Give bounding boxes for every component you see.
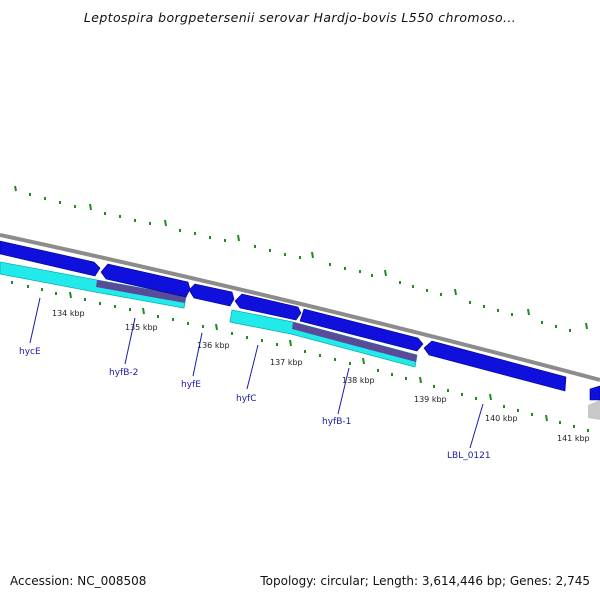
outer-tick-ring <box>14 185 588 332</box>
gene-arrow[interactable] <box>100 263 191 298</box>
gene-label-lbl-0121[interactable]: LBL_0121 <box>447 451 491 461</box>
leader-line <box>29 297 41 344</box>
gene-label-hyfc[interactable]: hyfC <box>236 394 256 404</box>
gene-label-hyfe[interactable]: hyfE <box>181 380 201 390</box>
outer-tick <box>14 185 588 332</box>
gene-arrow[interactable] <box>188 283 235 307</box>
gene-arrow[interactable] <box>589 385 600 401</box>
chromosome-backbone-right <box>588 400 600 420</box>
scale-label-137: 137 kbp <box>270 358 303 367</box>
leader-line <box>192 332 203 377</box>
inner-tick-ring <box>11 281 589 432</box>
inner-tick <box>11 281 589 432</box>
accession-text: Accession: NC_008508 <box>10 574 147 588</box>
feature-segment[interactable] <box>96 280 186 303</box>
gene-arrow[interactable] <box>0 240 101 277</box>
scale-label-140: 140 kbp <box>485 414 518 423</box>
leader-line <box>469 403 484 449</box>
feature-segment[interactable] <box>292 322 417 362</box>
scale-labels: 134 kbp 135 kbp 136 kbp 137 kbp 138 kbp … <box>52 309 590 443</box>
gene-arrow[interactable] <box>423 340 567 392</box>
feature-track <box>96 280 417 362</box>
genome-summary: Topology: circular; Length: 3,614,446 bp… <box>260 574 590 588</box>
gene-arrow[interactable] <box>234 293 302 321</box>
scale-label-134: 134 kbp <box>52 309 85 318</box>
gene-label-hyce[interactable]: hycE <box>19 347 41 357</box>
leader-line <box>337 367 350 415</box>
gene-label-hyfb-1[interactable]: hyfB-1 <box>322 417 351 427</box>
scale-label-136: 136 kbp <box>197 341 230 350</box>
map-title: Leptospira borgpetersenii serovar Hardjo… <box>83 10 517 25</box>
leader-line <box>124 317 136 365</box>
gene-arrow[interactable] <box>299 308 424 352</box>
gene-labels: hycE hyfB-2 hyfE hyfC hyfB-1 LBL_0121 <box>19 347 491 461</box>
gene-label-leaders <box>29 297 484 449</box>
chromosome-backbone <box>0 233 600 382</box>
scale-label-138: 138 kbp <box>342 376 375 385</box>
scale-label-135: 135 kbp <box>125 323 158 332</box>
scale-label-141: 141 kbp <box>557 434 590 443</box>
scale-label-139: 139 kbp <box>414 395 447 404</box>
gene-track <box>0 240 600 401</box>
leader-line <box>246 344 259 390</box>
gene-label-hyfb-2[interactable]: hyfB-2 <box>109 368 138 378</box>
